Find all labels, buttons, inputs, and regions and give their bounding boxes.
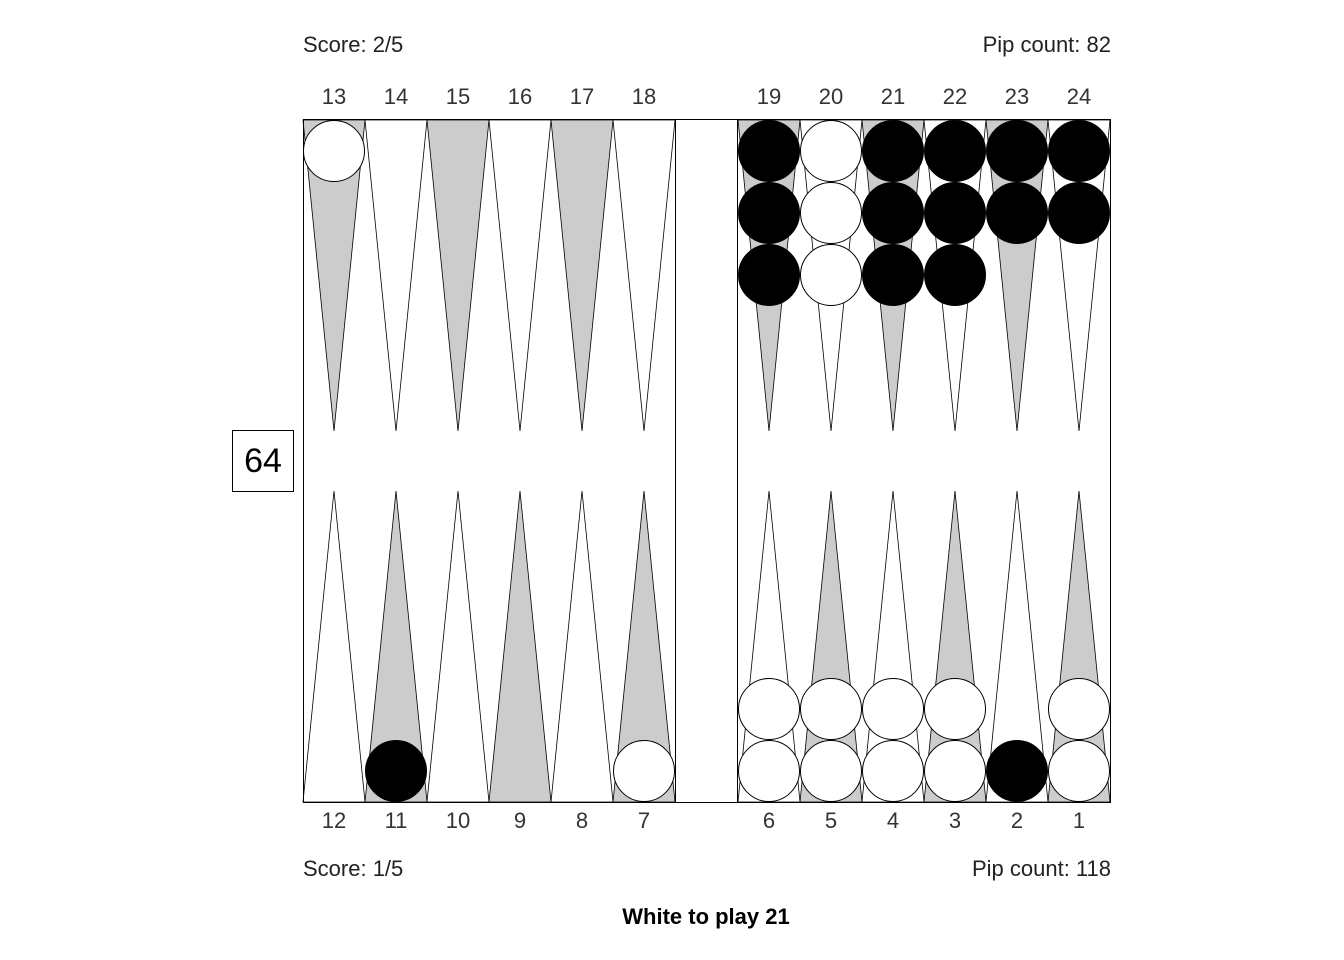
point-label-17: 17	[569, 84, 595, 109]
point-8[interactable]	[550, 490, 614, 803]
white-checker-point-20[interactable]	[800, 244, 862, 306]
black-checker-point-23[interactable]	[986, 182, 1048, 244]
point-label-7: 7	[637, 808, 651, 833]
point-label-10: 10	[445, 808, 471, 833]
black-checker-point-2[interactable]	[986, 740, 1048, 802]
point-label-8: 8	[575, 808, 589, 833]
point-16[interactable]	[488, 119, 552, 432]
bottom-score-label: Score: 1/5	[303, 856, 404, 881]
black-checker-point-11[interactable]	[365, 740, 427, 802]
top-pip-count-label: Pip count: 82	[982, 32, 1111, 57]
black-checker-point-21[interactable]	[862, 244, 924, 306]
point-label-4: 4	[886, 808, 900, 833]
white-checker-point-3[interactable]	[924, 678, 986, 740]
checkers-layer	[303, 120, 1110, 802]
point-label-11: 11	[384, 808, 408, 833]
black-checker-point-21[interactable]	[862, 120, 924, 182]
point-label-1: 1	[1072, 808, 1086, 833]
black-checker-point-19[interactable]	[738, 120, 800, 182]
bar	[675, 119, 738, 803]
white-checker-point-20[interactable]	[800, 120, 862, 182]
white-checker-point-1[interactable]	[1048, 678, 1110, 740]
point-9[interactable]	[488, 490, 552, 803]
black-checker-point-21[interactable]	[862, 182, 924, 244]
point-label-24: 24	[1066, 84, 1092, 109]
point-label-12: 12	[321, 808, 347, 833]
white-checker-point-5[interactable]	[800, 740, 862, 802]
point-label-16: 16	[507, 84, 533, 109]
point-label-19: 19	[756, 84, 782, 109]
point-14[interactable]	[364, 119, 428, 432]
white-checker-point-6[interactable]	[738, 740, 800, 802]
black-checker-point-19[interactable]	[738, 182, 800, 244]
point-label-9: 9	[513, 808, 527, 833]
black-checker-point-22[interactable]	[924, 244, 986, 306]
status-message: White to play 21	[622, 904, 790, 929]
top-score-label: Score: 2/5	[303, 32, 404, 57]
black-checker-point-22[interactable]	[924, 182, 986, 244]
white-checker-point-5[interactable]	[800, 678, 862, 740]
point-label-20: 20	[818, 84, 844, 109]
doubling-cube-value: 64	[244, 441, 282, 480]
point-15[interactable]	[426, 119, 490, 432]
point-label-22: 22	[942, 84, 968, 109]
white-checker-point-1[interactable]	[1048, 740, 1110, 802]
black-checker-point-24[interactable]	[1048, 182, 1110, 244]
point-label-5: 5	[824, 808, 838, 833]
white-checker-point-3[interactable]	[924, 740, 986, 802]
point-label-2: 2	[1010, 808, 1024, 833]
point-17[interactable]	[550, 119, 614, 432]
point-label-18: 18	[631, 84, 657, 109]
point-label-6: 6	[762, 808, 776, 833]
point-label-13: 13	[321, 84, 347, 109]
black-checker-point-19[interactable]	[738, 244, 800, 306]
point-12[interactable]	[302, 490, 366, 803]
white-checker-point-4[interactable]	[862, 678, 924, 740]
doubling-cube[interactable]: 64	[232, 430, 294, 492]
point-18[interactable]	[612, 119, 676, 432]
white-checker-point-7[interactable]	[613, 740, 675, 802]
white-checker-point-13[interactable]	[303, 120, 365, 182]
black-checker-point-24[interactable]	[1048, 120, 1110, 182]
black-checker-point-22[interactable]	[924, 120, 986, 182]
point-10[interactable]	[426, 490, 490, 803]
bottom-pip-count-label: Pip count: 118	[971, 856, 1111, 881]
point-label-3: 3	[948, 808, 962, 833]
point-label-21: 21	[880, 84, 906, 109]
white-checker-point-4[interactable]	[862, 740, 924, 802]
point-label-23: 23	[1004, 84, 1030, 109]
point-label-15: 15	[445, 84, 471, 109]
point-label-14: 14	[383, 84, 409, 109]
black-checker-point-23[interactable]	[986, 120, 1048, 182]
white-checker-point-20[interactable]	[800, 182, 862, 244]
white-checker-point-6[interactable]	[738, 678, 800, 740]
